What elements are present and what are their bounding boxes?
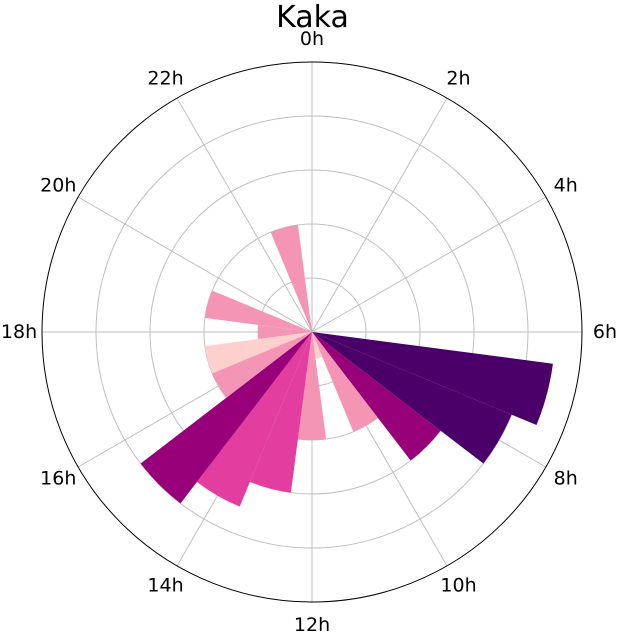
theta-tick-labels: 0h 2h 4h 6h 8h 10h 12h 14h 16h 18h 20h 22h <box>1 28 617 634</box>
bar-hour-8 <box>312 332 512 464</box>
theta-tick-label: 2h <box>446 67 470 89</box>
bar-hour-19 <box>204 290 312 332</box>
outer-frame <box>41 61 583 603</box>
bar-hour-10 <box>312 332 378 432</box>
bar-hour-15 <box>140 332 312 504</box>
bar-hour-11 <box>312 332 323 359</box>
theta-tick-label: 6h <box>593 321 617 343</box>
bar-hour-9 <box>312 332 441 461</box>
theta-tick-label: 10h <box>440 575 476 597</box>
theta-tick-label: 0h <box>300 28 324 50</box>
bar-hour-18 <box>258 324 312 340</box>
angular-gridline <box>176 97 313 333</box>
angular-gridline <box>77 196 313 333</box>
theta-tick-label: 18h <box>1 321 37 343</box>
bar-hour-23 <box>270 224 312 332</box>
bar-hour-13 <box>250 332 312 493</box>
bar-hour-12 <box>297 332 327 441</box>
theta-tick-label: 16h <box>40 468 76 490</box>
bars-layer <box>140 224 553 507</box>
bar-hour-16 <box>212 332 312 398</box>
theta-tick-label: 22h <box>147 67 183 89</box>
angular-gridline <box>311 97 448 333</box>
theta-tick-label: 12h <box>294 614 330 634</box>
bar-hour-17 <box>204 332 312 374</box>
bar-hour-14 <box>196 332 312 507</box>
theta-tick-label: 20h <box>40 175 76 197</box>
theta-tick-label: 4h <box>554 175 578 197</box>
theta-tick-label: 8h <box>554 468 578 490</box>
chart-title: Kaka <box>276 0 349 35</box>
theta-tick-label: 14h <box>147 575 183 597</box>
angular-gridline <box>311 196 547 333</box>
bar-hour-7 <box>312 332 553 425</box>
